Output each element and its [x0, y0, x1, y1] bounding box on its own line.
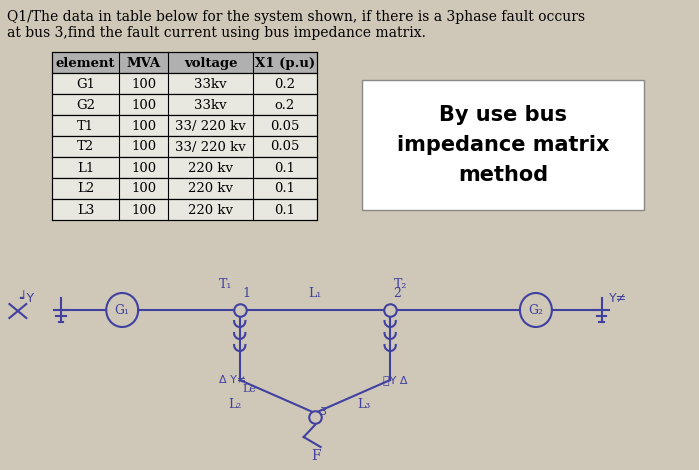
Text: at bus 3,find the fault current using bus impedance matrix.: at bus 3,find the fault current using bu… [6, 26, 426, 40]
Text: T₂: T₂ [394, 278, 408, 291]
Text: L3: L3 [77, 204, 94, 217]
Text: 33/ 220 kv: 33/ 220 kv [175, 119, 246, 133]
Text: 0.1: 0.1 [275, 162, 296, 174]
Bar [52, 178, 317, 199]
Bar [362, 80, 644, 210]
Text: L₁: L₁ [308, 287, 322, 300]
Text: 33/ 220 kv: 33/ 220 kv [175, 141, 246, 154]
Text: L₂: L₂ [229, 398, 242, 411]
Text: 220 kv: 220 kv [188, 204, 233, 217]
Text: 100: 100 [131, 141, 157, 154]
Bar [52, 94, 317, 115]
Text: 100: 100 [131, 78, 157, 91]
Text: F: F [311, 449, 321, 463]
Text: 1: 1 [243, 287, 250, 300]
Text: L2: L2 [77, 182, 94, 196]
Text: 220 kv: 220 kv [188, 162, 233, 174]
Text: 0.1: 0.1 [275, 182, 296, 196]
Bar [52, 115, 317, 136]
Text: L₃: L₃ [357, 398, 370, 411]
Circle shape [106, 293, 138, 327]
Text: MVA: MVA [127, 56, 161, 70]
Text: 100: 100 [131, 119, 157, 133]
Bar [52, 52, 317, 73]
Text: 100: 100 [131, 162, 157, 174]
Text: T2: T2 [77, 141, 94, 154]
Text: 2: 2 [393, 287, 401, 300]
Text: 100: 100 [131, 204, 157, 217]
Text: Le: Le [243, 384, 257, 394]
Bar [52, 157, 317, 178]
Text: 3: 3 [319, 407, 326, 417]
Text: o.2: o.2 [275, 99, 295, 111]
Text: element: element [56, 56, 115, 70]
Text: 100: 100 [131, 182, 157, 196]
Text: Q1/The data in table below for the system shown, if there is a 3phase fault occu: Q1/The data in table below for the syste… [6, 10, 584, 24]
Text: 0.05: 0.05 [271, 119, 300, 133]
Bar [52, 136, 317, 157]
Text: 0.1: 0.1 [275, 204, 296, 217]
Text: ⌖Y Δ: ⌖Y Δ [382, 375, 407, 385]
Circle shape [520, 293, 552, 327]
Text: 0.05: 0.05 [271, 141, 300, 154]
Text: G1: G1 [76, 78, 95, 91]
Text: 0.2: 0.2 [275, 78, 296, 91]
Text: 220 kv: 220 kv [188, 182, 233, 196]
Text: G₂: G₂ [528, 305, 543, 318]
Text: By use bus
impedance matrix
method: By use bus impedance matrix method [397, 105, 610, 185]
Text: Y≠: Y≠ [610, 292, 627, 305]
Bar [52, 199, 317, 220]
Text: T₁: T₁ [219, 278, 233, 291]
Text: 100: 100 [131, 99, 157, 111]
Text: 33kv: 33kv [194, 99, 227, 111]
Text: ┙Y: ┙Y [19, 292, 34, 305]
Text: X1 (p.u): X1 (p.u) [255, 56, 315, 70]
Text: voltage: voltage [184, 56, 238, 70]
Text: G2: G2 [76, 99, 95, 111]
Text: L1: L1 [77, 162, 94, 174]
Text: T1: T1 [77, 119, 94, 133]
Bar [52, 73, 317, 94]
Text: Δ Y≠: Δ Y≠ [219, 375, 246, 385]
Text: 33kv: 33kv [194, 78, 227, 91]
Text: G₁: G₁ [115, 305, 130, 318]
